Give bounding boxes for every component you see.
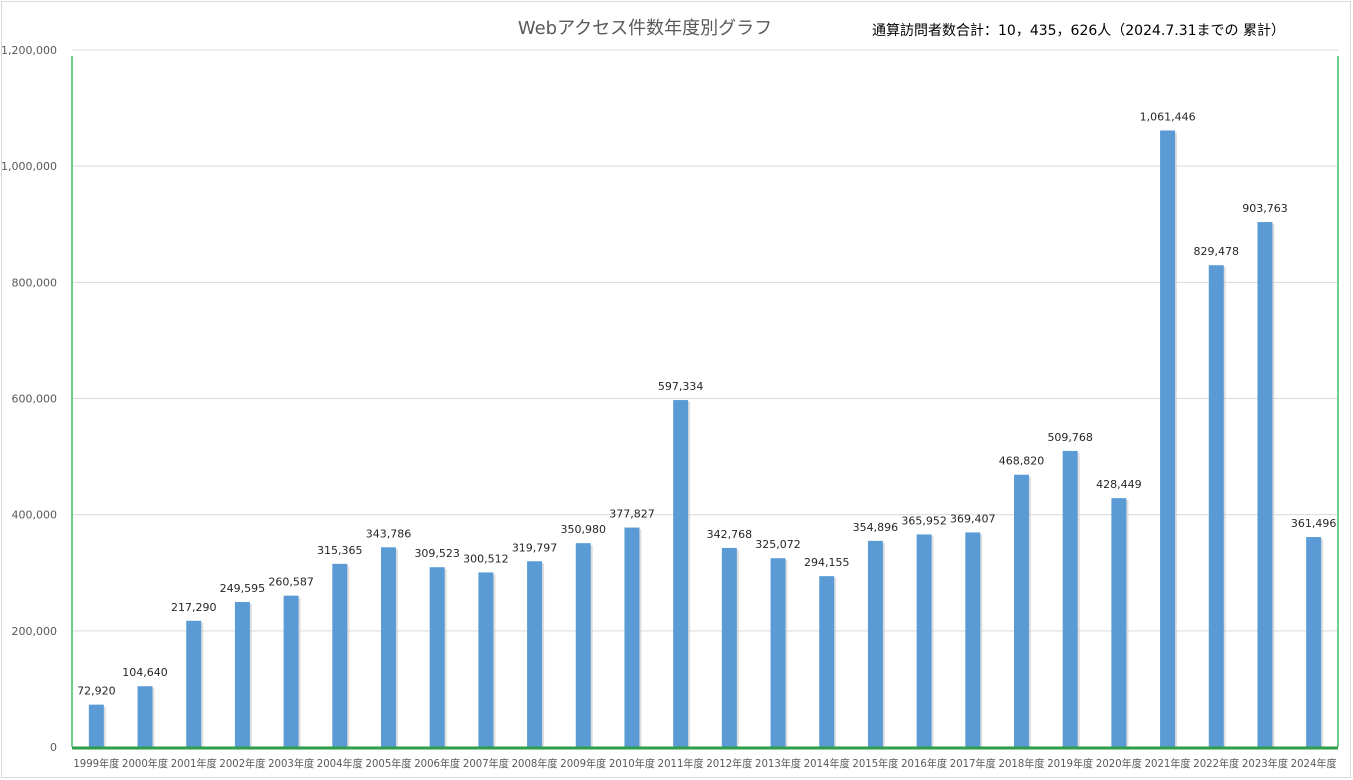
x-tick-label: 2009年度 [560,757,606,770]
data-label: 377,827 [609,508,655,521]
data-label: 315,365 [317,544,363,557]
bar [1111,498,1127,747]
data-label: 361,496 [1291,517,1337,530]
data-label: 249,595 [220,582,266,595]
data-label: 217,290 [171,601,217,614]
bar [381,547,396,747]
bar [819,576,835,747]
data-label: 294,155 [804,556,850,569]
x-tick-label: 2001年度 [171,757,217,770]
data-label: 300,512 [463,552,509,565]
total-visitors-note: 通算訪問者数合計：10，435，626人（2024.7.31までの 累計） [872,23,1285,39]
x-tick-label: 1999年度 [73,757,119,770]
x-tick-label: 2013年度 [755,757,801,770]
y-tick-label: 400,000 [12,509,58,522]
bar [283,595,299,747]
data-label: 260,587 [268,576,314,589]
x-tick-label: 2014年度 [804,757,850,770]
data-label: 72,920 [77,685,116,698]
bar [234,602,250,747]
x-tick-label: 2004年度 [317,757,363,770]
x-tick-label: 2021年度 [1145,757,1191,770]
bar [721,547,737,747]
x-tick-label: 2011年度 [658,757,704,770]
bar [527,561,543,747]
data-label: 350,980 [561,523,607,536]
data-label: 369,407 [950,512,996,525]
y-axis-ticks: 0 200,000 400,000 600,000 800,000 1,000,000 1,… [1,44,57,754]
data-label: 104,640 [122,666,168,679]
x-tick-label: 2002年度 [219,757,265,770]
x-tick-label: 2005年度 [366,757,412,770]
bar [673,400,689,747]
x-tick-label: 2012年度 [706,757,752,770]
x-tick-label: 2018年度 [999,757,1045,770]
y-tick-label: 600,000 [12,393,58,406]
bar [186,620,202,747]
data-label: 903,763 [1242,202,1288,215]
y-tick-label: 800,000 [12,276,58,289]
data-label: 354,896 [853,521,899,534]
gridlines [72,49,1338,632]
data-label: 829,478 [1194,245,1240,258]
x-tick-label: 2017年度 [950,757,996,770]
x-tick-label: 2003年度 [268,757,314,770]
x-tick-label: 2019年度 [1047,757,1093,770]
bar [575,543,591,747]
data-label: 468,820 [999,455,1045,468]
x-tick-label: 2016年度 [901,757,947,770]
bars [88,130,1324,747]
y-tick-label: 1,200,000 [1,44,57,57]
bar [1160,130,1176,747]
x-tick-label: 2007年度 [463,757,509,770]
data-label: 343,786 [366,527,412,540]
bar [867,540,883,747]
data-label: 1,061,446 [1140,110,1196,123]
bar [624,527,640,747]
bar [1062,450,1078,747]
data-label: 319,797 [512,541,558,554]
y-tick-label: 200,000 [12,625,58,638]
data-label: 309,523 [414,547,460,560]
bar [1208,265,1224,747]
chart-title: Webアクセス件数年度別グラフ [517,18,773,39]
bar [1306,537,1322,747]
bar [770,558,786,747]
bar [1014,474,1029,747]
data-label: 509,768 [1047,431,1093,444]
x-tick-label: 2022年度 [1193,757,1239,770]
x-tick-label: 2008年度 [512,757,558,770]
x-tick-label: 2006年度 [414,757,460,770]
data-label: 597,334 [658,380,704,393]
data-label: 365,952 [901,514,947,527]
bar [916,534,932,747]
data-label: 428,449 [1096,478,1142,491]
data-label: 325,072 [755,538,801,551]
y-tick-label: 1,000,000 [1,160,57,173]
x-tick-label: 2000年度 [122,757,168,770]
bar [965,532,981,747]
x-tick-label: 2015年度 [852,757,898,770]
x-tick-label: 2010年度 [609,757,655,770]
x-axis-ticks: 1999年度 2000年度 2001年度 2002年度 2003年度 2004年度 2005… [73,757,1337,770]
bar [429,567,445,747]
data-label: 342,768 [707,528,753,541]
bar [1257,222,1273,747]
bar [88,704,104,747]
bar [332,563,348,747]
axes [71,56,1339,750]
x-tick-label: 2024年度 [1291,757,1337,770]
x-tick-label: 2023年度 [1242,757,1288,770]
bar [137,686,153,747]
y-tick-label: 0 [50,741,57,754]
x-tick-label: 2020年度 [1096,757,1142,770]
bar [478,572,494,747]
